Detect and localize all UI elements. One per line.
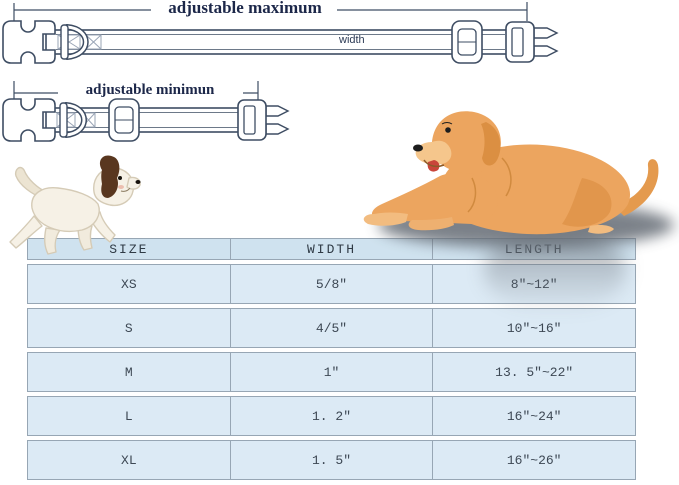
- cell-size: XL: [28, 441, 231, 479]
- table-row-s: S 4/5" 10"~16": [27, 308, 636, 348]
- adjustable-maximum-label: adjustable maximum: [168, 0, 322, 17]
- d-ring-icon: [59, 102, 87, 138]
- collar-minimum-drawing: [2, 98, 290, 142]
- buckle-female-icon: [2, 20, 56, 64]
- puppy-ear: [99, 155, 120, 198]
- cell-size: S: [28, 309, 231, 347]
- table-row-l: L 1. 2" 16"~24": [27, 396, 636, 436]
- cell-size: M: [28, 353, 231, 391]
- puppy-nose: [135, 180, 141, 184]
- dog-shadow-drape: [484, 230, 626, 314]
- table-row-m: M 1" 13. 5"~22": [27, 352, 636, 392]
- retriever-nose: [413, 144, 423, 152]
- adjustable-minimum-label: adjustable minimun: [85, 82, 215, 98]
- buckle-female-icon: [2, 98, 56, 142]
- collar-diagrams: [2, 2, 559, 142]
- dimension-lines: [13, 2, 528, 106]
- column-header-size: SIZE: [28, 239, 231, 259]
- width-label: width: [339, 34, 365, 46]
- retriever-illustration: [363, 111, 659, 235]
- retriever-eye: [445, 127, 451, 133]
- cell-width: 1": [231, 353, 434, 391]
- cell-length: 10"~16": [506, 320, 562, 336]
- retriever-paw: [363, 212, 408, 226]
- cell-width: 4/5": [231, 309, 434, 347]
- puppy-eye: [118, 176, 122, 180]
- d-ring-icon: [60, 24, 89, 60]
- cell-length: 16"~24": [506, 408, 562, 424]
- buckle-male-icon: [505, 21, 559, 63]
- cell-length: 16"~26": [506, 452, 562, 468]
- collar-maximum-drawing: [2, 20, 559, 64]
- cell-width: 1. 5": [231, 441, 434, 479]
- tri-glide-slider-icon: [451, 20, 483, 64]
- tri-glide-slider-icon: [108, 98, 140, 142]
- cell-width: 1. 2": [231, 397, 434, 435]
- retriever-paw: [408, 217, 454, 231]
- puppy-tail: [14, 166, 47, 199]
- cell-width: 5/8": [231, 265, 434, 303]
- column-header-width: WIDTH: [231, 239, 434, 259]
- puppy-illustration: [9, 155, 141, 255]
- cell-length: 13. 5"~22": [495, 364, 574, 380]
- buckle-male-icon: [237, 99, 290, 141]
- cell-size: XS: [28, 265, 231, 303]
- retriever-ear: [481, 122, 501, 166]
- table-row-xl: XL 1. 5" 16"~26": [27, 440, 636, 480]
- cell-size: L: [28, 397, 231, 435]
- puppy-body: [31, 187, 100, 233]
- strap: [45, 29, 509, 55]
